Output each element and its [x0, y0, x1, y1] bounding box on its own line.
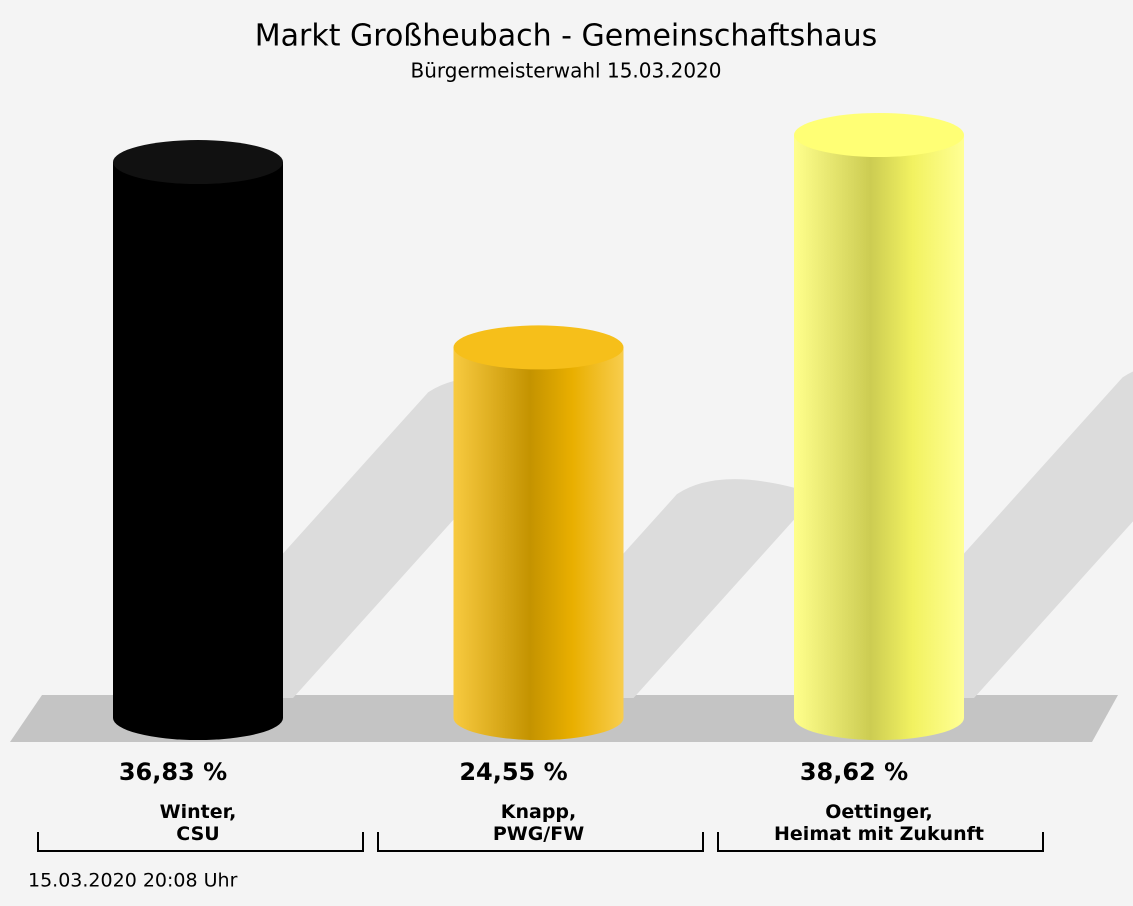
footnote: 15.03.2020 20:08 Uhr [28, 870, 238, 892]
x-tick-label: Winter, CSU [159, 801, 237, 845]
x-tick-label: Oettinger, Heimat mit Zukunft [774, 801, 984, 845]
value-label: 24,55 % [459, 758, 567, 786]
category-bracket [717, 832, 1044, 852]
category-bracket [377, 832, 704, 852]
value-label: 38,62 % [800, 758, 908, 786]
chart-title: Markt Großheubach - Gemeinschaftshaus [255, 19, 878, 54]
bar-top [453, 325, 624, 370]
bar [113, 140, 283, 740]
bar [794, 113, 964, 740]
category-bracket [37, 832, 364, 852]
bar-body [794, 135, 964, 740]
value-label: 36,83 % [119, 758, 227, 786]
bar-body [113, 162, 283, 740]
x-tick-label: Knapp, PWG/FW [492, 801, 585, 845]
chart-subtitle: Bürgermeisterwahl 15.03.2020 [411, 59, 722, 83]
bar-top [794, 113, 964, 157]
bar-body [453, 347, 624, 740]
bar [453, 325, 624, 740]
bar-top [113, 140, 283, 185]
